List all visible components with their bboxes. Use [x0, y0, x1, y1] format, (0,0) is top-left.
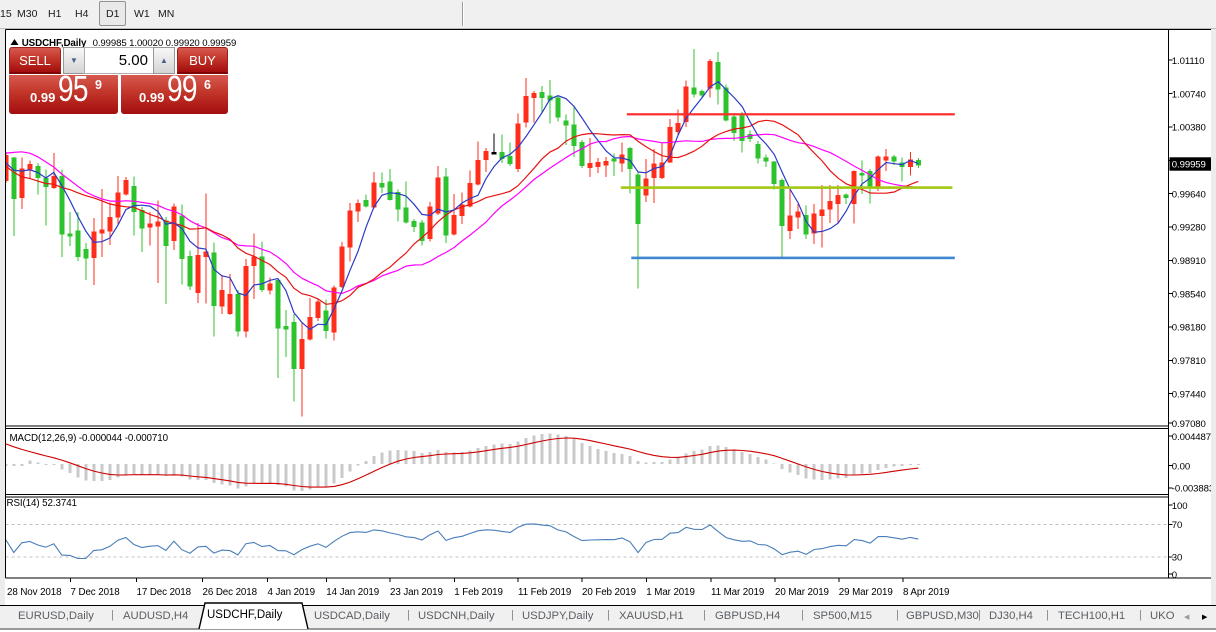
svg-text:20 Mar 2019: 20 Mar 2019 — [775, 587, 829, 598]
svg-text:USDCHF,Daily: USDCHF,Daily — [22, 38, 87, 49]
svg-text:30: 30 — [1172, 553, 1182, 564]
svg-text:0.004487: 0.004487 — [1172, 432, 1211, 443]
svg-text:70: 70 — [1172, 520, 1182, 531]
svg-text:4 Jan 2019: 4 Jan 2019 — [268, 587, 315, 598]
svg-text:28 Nov 2018: 28 Nov 2018 — [7, 587, 62, 598]
svg-text:26 Dec 2018: 26 Dec 2018 — [203, 587, 258, 598]
svg-text:0.99640: 0.99640 — [1172, 190, 1206, 201]
svg-text:7 Dec 2018: 7 Dec 2018 — [71, 587, 121, 598]
svg-text:0: 0 — [1172, 570, 1177, 581]
svg-text:20 Feb 2019: 20 Feb 2019 — [582, 587, 636, 598]
svg-text:MACD(12,26,9) -0.000044 -0.000: MACD(12,26,9) -0.000044 -0.000710 — [10, 433, 169, 444]
svg-text:1.00740: 1.00740 — [1172, 89, 1206, 100]
svg-text:8 Apr 2019: 8 Apr 2019 — [903, 587, 949, 598]
svg-text:0.98910: 0.98910 — [1172, 256, 1206, 267]
svg-text:29 Mar 2019: 29 Mar 2019 — [839, 587, 893, 598]
svg-text:11 Feb 2019: 11 Feb 2019 — [518, 587, 571, 598]
svg-text:0.99985 1.00020 0.99920 0.9995: 0.99985 1.00020 0.99920 0.99959 — [93, 38, 237, 49]
svg-text:0.99280: 0.99280 — [1172, 223, 1206, 234]
svg-text:1 Mar 2019: 1 Mar 2019 — [646, 587, 695, 598]
svg-text:RSI(14) 52.3741: RSI(14) 52.3741 — [7, 498, 77, 509]
svg-text:1 Feb 2019: 1 Feb 2019 — [454, 587, 503, 598]
svg-text:14 Jan 2019: 14 Jan 2019 — [326, 587, 379, 598]
svg-text:100: 100 — [1172, 501, 1188, 512]
svg-text:0.98180: 0.98180 — [1172, 323, 1206, 334]
svg-text:0.98540: 0.98540 — [1172, 290, 1206, 301]
svg-text:0.00: 0.00 — [1172, 461, 1190, 472]
svg-text:0.97440: 0.97440 — [1172, 390, 1206, 401]
svg-text:0.97810: 0.97810 — [1172, 356, 1206, 367]
svg-text:0.99959: 0.99959 — [1172, 160, 1206, 171]
svg-text:1.01110: 1.01110 — [1172, 56, 1205, 67]
svg-text:11 Mar 2019: 11 Mar 2019 — [711, 587, 764, 598]
svg-text:1.00380: 1.00380 — [1172, 123, 1206, 134]
svg-text:-0.003883: -0.003883 — [1172, 484, 1214, 495]
svg-text:0.97080: 0.97080 — [1172, 419, 1206, 430]
svg-text:23 Jan 2019: 23 Jan 2019 — [390, 587, 443, 598]
svg-text:17 Dec 2018: 17 Dec 2018 — [137, 587, 192, 598]
